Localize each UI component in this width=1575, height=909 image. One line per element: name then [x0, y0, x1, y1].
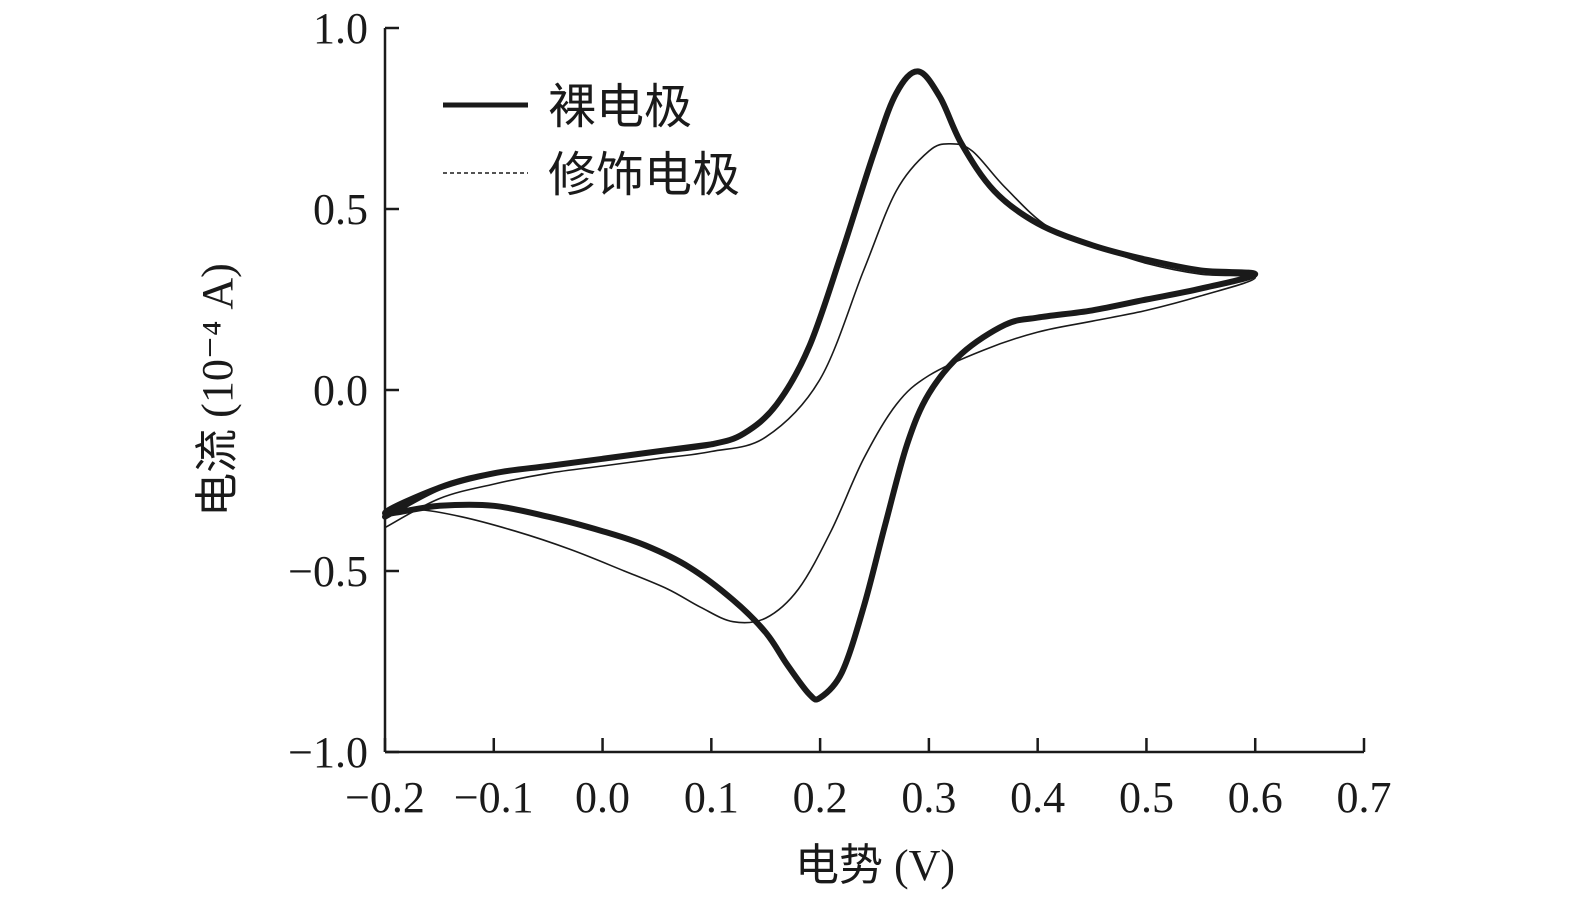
y-tick-label: 1.0: [313, 4, 368, 53]
y-tick-label: −1.0: [288, 728, 368, 777]
y-tick-label: 0.5: [313, 185, 368, 234]
x-tick-label: 0.5: [1119, 773, 1174, 822]
axes: −0.2 −0.1 0.0 0.1 0.2 0.3 0.4 0.5 0.6 0.7 −1.0 −0.5…: [288, 4, 1391, 822]
legend-label-2: 修饰电极: [548, 149, 740, 202]
y-tick-label: 0.0: [313, 366, 368, 415]
legend-label-1: 裸电极: [548, 81, 692, 134]
x-tick-label: 0.2: [793, 773, 848, 822]
series-layer: [382, 68, 1259, 703]
series-line-1: [382, 68, 1259, 703]
x-tick-label: −0.1: [454, 773, 534, 822]
x-tick-label: 0.6: [1228, 773, 1283, 822]
x-tick-label: 0.4: [1010, 773, 1065, 822]
x-tick-label: −0.2: [345, 773, 425, 822]
series-line-2: [384, 142, 1256, 624]
x-axis-label: 电势 (V): [795, 841, 955, 890]
x-tick-label: 0.3: [901, 773, 956, 822]
x-tick-label: 0.0: [575, 773, 630, 822]
x-tick-label: 0.7: [1337, 773, 1392, 822]
y-tick-label: −0.5: [288, 547, 368, 596]
x-tick-label: 0.1: [684, 773, 739, 822]
y-axis-label: 电流 (10⁻⁴ A): [193, 263, 242, 517]
